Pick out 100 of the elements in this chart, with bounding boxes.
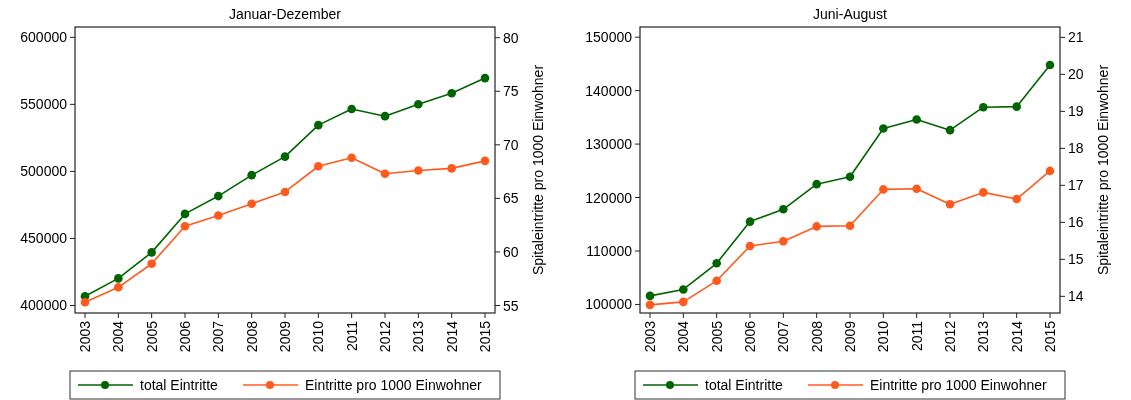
y2-tick-label: 18 bbox=[1068, 140, 1084, 157]
point bbox=[1012, 102, 1021, 111]
y-tick-label: 140000 bbox=[585, 82, 633, 99]
y-tick-label: 400000 bbox=[20, 297, 68, 314]
x-tick-label: 2012 bbox=[377, 320, 393, 353]
x-tick-label: 2010 bbox=[875, 320, 892, 353]
point bbox=[1045, 60, 1055, 70]
x-tick-label: 2013 bbox=[410, 320, 427, 353]
point bbox=[645, 291, 655, 301]
y2-tick-label: 19 bbox=[1068, 103, 1084, 120]
x-tick-label: 2010 bbox=[310, 320, 327, 353]
x-tick-label: 2003 bbox=[642, 320, 658, 353]
x-tick-label: 2006 bbox=[742, 320, 758, 353]
point bbox=[347, 153, 356, 162]
point bbox=[447, 88, 456, 98]
point bbox=[447, 164, 456, 173]
chart-title: Januar-Dezember bbox=[228, 6, 342, 22]
point bbox=[745, 217, 755, 226]
x-tick-label: 2007 bbox=[210, 320, 227, 353]
point bbox=[779, 204, 788, 214]
point bbox=[645, 300, 655, 310]
point bbox=[912, 115, 921, 124]
point bbox=[380, 111, 390, 121]
point bbox=[380, 169, 390, 179]
point bbox=[147, 259, 156, 269]
point bbox=[912, 184, 921, 193]
x-tick-label: 2008 bbox=[808, 320, 825, 353]
point bbox=[945, 199, 955, 209]
point bbox=[247, 199, 256, 209]
point bbox=[414, 99, 423, 109]
chart-title: Juni-August bbox=[813, 6, 888, 22]
x-tick-label: 2007 bbox=[775, 320, 792, 353]
x-tick-label: 2014 bbox=[1008, 320, 1025, 353]
y2-tick-label: 60 bbox=[503, 243, 519, 260]
x-tick-label: 2009 bbox=[277, 320, 293, 353]
point bbox=[712, 276, 721, 286]
x-tick-label: 2013 bbox=[975, 320, 992, 353]
x-tick-label: 2014 bbox=[443, 320, 460, 353]
point bbox=[247, 170, 256, 180]
y2-tick-label: 70 bbox=[503, 136, 519, 153]
point bbox=[480, 73, 490, 83]
point bbox=[80, 297, 90, 307]
point bbox=[879, 185, 888, 194]
y-tick-label: 500000 bbox=[20, 163, 68, 180]
y2-tick-label: 65 bbox=[503, 190, 519, 207]
y-tick-label: 450000 bbox=[20, 230, 68, 247]
x-tick-label: 2004 bbox=[675, 320, 692, 353]
x-tick-label: 2008 bbox=[243, 320, 260, 353]
point bbox=[314, 161, 323, 171]
x-tick-label: 2009 bbox=[842, 320, 858, 353]
y2-axis-title: Spitaleintritte pro 1000 Einwohner bbox=[530, 64, 546, 276]
legend-label: total Eintritte bbox=[705, 377, 784, 393]
point bbox=[979, 188, 988, 197]
y-tick-label: 550000 bbox=[20, 96, 68, 113]
y2-tick-label: 15 bbox=[1068, 251, 1084, 268]
point bbox=[945, 125, 955, 135]
y-tick-label: 100000 bbox=[585, 296, 633, 313]
point bbox=[1045, 166, 1055, 176]
y2-tick-label: 16 bbox=[1068, 214, 1084, 231]
point bbox=[280, 187, 290, 197]
y-tick-label: 110000 bbox=[586, 242, 633, 259]
point bbox=[812, 222, 821, 231]
point bbox=[180, 209, 190, 219]
y-tick-label: 150000 bbox=[585, 29, 633, 46]
point bbox=[879, 124, 888, 133]
legend-label: Eintritte pro 1000 Einwohner bbox=[305, 377, 482, 393]
point bbox=[712, 258, 721, 268]
point bbox=[845, 221, 855, 230]
point bbox=[1012, 194, 1021, 204]
y2-tick-label: 21 bbox=[1068, 29, 1084, 46]
point bbox=[480, 156, 490, 166]
y-tick-label: 600000 bbox=[20, 29, 68, 46]
y2-axis-title: Spitaleintritte pro 1000 Einwohner bbox=[1095, 64, 1111, 276]
point bbox=[147, 248, 156, 257]
point bbox=[214, 211, 223, 220]
x-tick-label: 2011 bbox=[908, 320, 925, 352]
point bbox=[414, 166, 423, 175]
point bbox=[114, 274, 123, 283]
x-tick-label: 2004 bbox=[110, 320, 127, 353]
legend-label: total Eintritte bbox=[140, 377, 219, 393]
point bbox=[845, 172, 855, 181]
point bbox=[979, 102, 988, 112]
y2-tick-label: 55 bbox=[503, 297, 519, 314]
point bbox=[745, 241, 755, 251]
x-tick-label: 2015 bbox=[477, 320, 493, 353]
point bbox=[180, 221, 190, 231]
y-tick-label: 120000 bbox=[585, 189, 633, 206]
x-tick-label: 2012 bbox=[942, 320, 958, 353]
x-tick-label: 2006 bbox=[177, 320, 193, 353]
point bbox=[679, 297, 688, 307]
y2-tick-label: 14 bbox=[1068, 288, 1084, 305]
x-tick-label: 2003 bbox=[77, 320, 93, 353]
point bbox=[280, 152, 290, 161]
point bbox=[314, 120, 323, 130]
legend-label: Eintritte pro 1000 Einwohner bbox=[870, 377, 1047, 393]
y2-tick-label: 17 bbox=[1068, 177, 1084, 194]
x-tick-label: 2015 bbox=[1042, 320, 1058, 353]
x-tick-label: 2005 bbox=[143, 320, 160, 353]
point bbox=[347, 104, 356, 114]
point bbox=[214, 191, 223, 201]
